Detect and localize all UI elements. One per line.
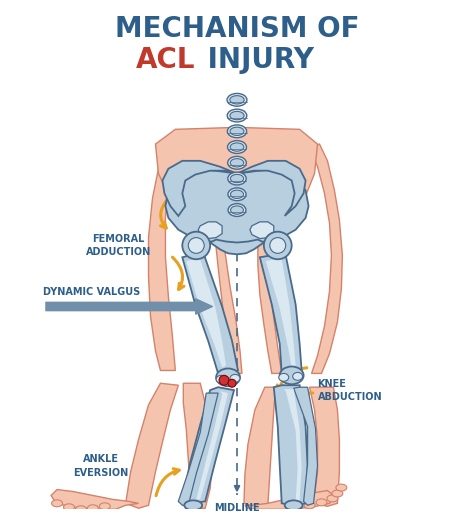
Ellipse shape [230, 111, 244, 120]
Ellipse shape [304, 502, 315, 509]
Polygon shape [182, 255, 238, 375]
Polygon shape [183, 383, 212, 508]
Polygon shape [245, 491, 335, 509]
Text: ANKLE
EVERSION: ANKLE EVERSION [73, 454, 128, 477]
Circle shape [270, 237, 286, 253]
Ellipse shape [52, 500, 63, 507]
Ellipse shape [316, 499, 327, 506]
Text: ACL: ACL [136, 46, 195, 74]
Ellipse shape [230, 158, 244, 167]
Polygon shape [284, 389, 301, 502]
Ellipse shape [230, 143, 244, 151]
Polygon shape [244, 387, 276, 508]
Polygon shape [258, 151, 282, 374]
Polygon shape [196, 391, 228, 499]
Ellipse shape [280, 366, 304, 384]
Text: MECHANISM OF: MECHANISM OF [115, 15, 359, 43]
Ellipse shape [228, 204, 246, 216]
Polygon shape [294, 387, 318, 505]
Polygon shape [163, 161, 237, 216]
Polygon shape [165, 169, 309, 244]
Ellipse shape [285, 501, 302, 510]
FancyArrowPatch shape [46, 299, 212, 314]
Circle shape [219, 375, 229, 385]
Polygon shape [250, 222, 274, 238]
Circle shape [264, 232, 292, 259]
Text: INJURY: INJURY [198, 46, 314, 74]
Polygon shape [310, 387, 339, 506]
Ellipse shape [228, 125, 246, 138]
Polygon shape [51, 490, 138, 509]
Ellipse shape [227, 109, 247, 122]
Polygon shape [310, 144, 342, 374]
Polygon shape [260, 255, 301, 374]
Text: KNEE
ABDUCTION: KNEE ABDUCTION [318, 379, 382, 402]
Ellipse shape [230, 206, 244, 214]
Ellipse shape [228, 172, 246, 185]
Polygon shape [155, 127, 318, 236]
Polygon shape [210, 239, 264, 254]
Ellipse shape [230, 95, 244, 104]
Ellipse shape [228, 156, 246, 169]
Text: DYNAMIC VALGUS: DYNAMIC VALGUS [43, 287, 140, 297]
Polygon shape [237, 161, 306, 216]
Ellipse shape [292, 373, 302, 380]
Ellipse shape [87, 505, 98, 512]
Circle shape [188, 237, 204, 253]
Circle shape [182, 232, 210, 259]
Polygon shape [274, 385, 308, 505]
Ellipse shape [336, 484, 347, 491]
Circle shape [228, 379, 236, 387]
Polygon shape [148, 139, 175, 370]
Ellipse shape [184, 501, 202, 510]
Text: MIDLINE: MIDLINE [214, 503, 260, 513]
Ellipse shape [216, 375, 226, 383]
Polygon shape [182, 387, 234, 503]
Polygon shape [266, 259, 296, 367]
Ellipse shape [230, 375, 240, 382]
Polygon shape [186, 259, 226, 367]
Ellipse shape [228, 141, 246, 153]
Ellipse shape [279, 374, 289, 381]
Ellipse shape [332, 490, 343, 497]
Text: FEMORAL
ADDUCTION: FEMORAL ADDUCTION [86, 234, 151, 257]
Ellipse shape [64, 504, 74, 511]
Polygon shape [198, 222, 222, 238]
Polygon shape [178, 393, 218, 505]
Polygon shape [200, 151, 242, 374]
Ellipse shape [75, 506, 86, 513]
Polygon shape [126, 383, 178, 508]
Ellipse shape [216, 368, 240, 386]
Ellipse shape [327, 495, 338, 502]
Ellipse shape [230, 174, 244, 183]
Ellipse shape [230, 190, 244, 199]
Ellipse shape [227, 93, 247, 106]
Ellipse shape [100, 503, 110, 510]
Ellipse shape [230, 127, 244, 136]
Ellipse shape [228, 188, 246, 201]
